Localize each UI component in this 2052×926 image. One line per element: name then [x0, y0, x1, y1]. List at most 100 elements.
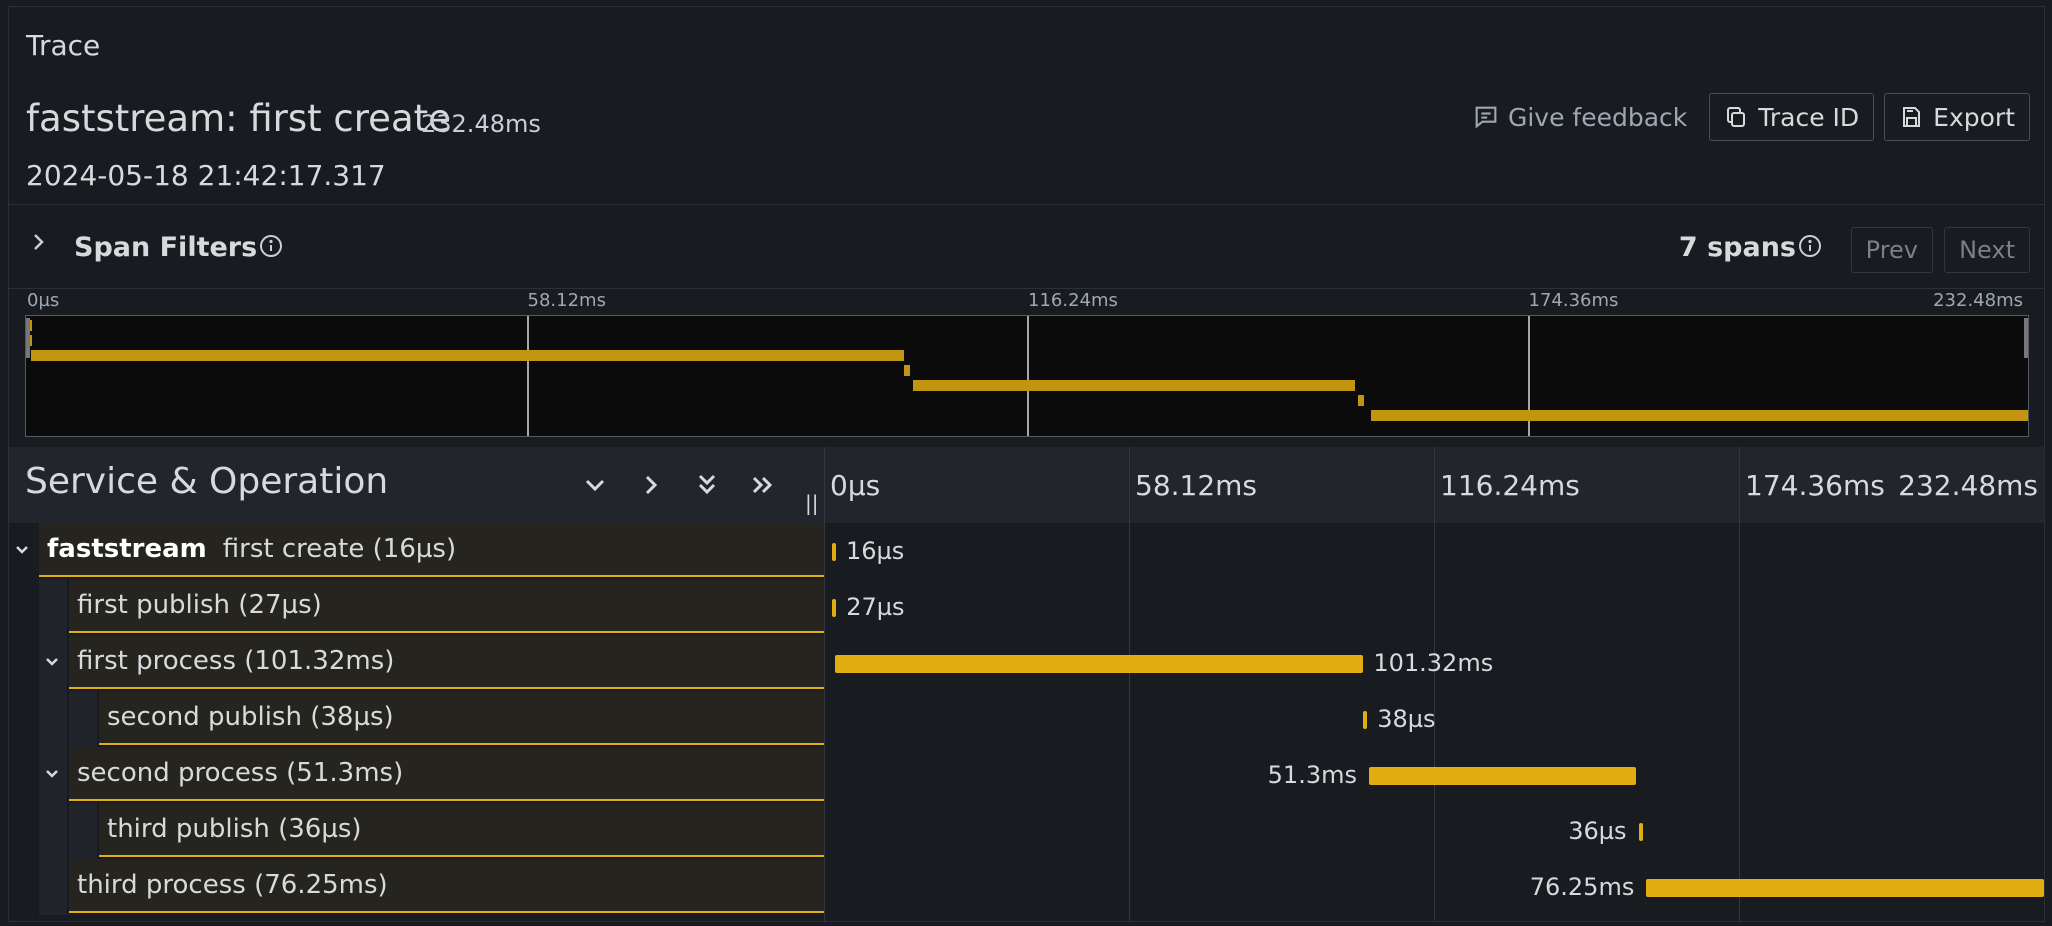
info-circle-icon[interactable] [259, 234, 283, 258]
minimap[interactable] [25, 315, 2029, 437]
minimap-span-bar [1358, 394, 1365, 406]
give-feedback-link[interactable]: Give feedback [1460, 94, 1699, 140]
divider [9, 204, 2044, 205]
span-name[interactable]: first publish (27µs) [69, 579, 824, 633]
minimap-tick-label: 116.24ms [1028, 290, 1118, 311]
span-row[interactable]: second publish (38µs) 38µs [9, 691, 2044, 747]
span-filters-bar: Span Filters 7 spans Prev Next [9, 206, 2044, 288]
span-name[interactable]: second process (51.3ms) [69, 747, 824, 801]
timeline-header: Service & Operation || 0µs 58.12ms 116.24m… [9, 447, 2044, 523]
span-bar[interactable] [1363, 711, 1368, 729]
indent-guide [39, 691, 67, 747]
minimap-tick-label: 232.48ms [1933, 290, 2023, 311]
minimap-span-bar [912, 379, 1355, 391]
indent-guide [69, 691, 97, 747]
span-row[interactable]: faststream first create (16µs) 16µs [9, 523, 2044, 579]
span-row[interactable]: second process (51.3ms) 51.3ms [9, 747, 2044, 803]
span-duration-label: 36µs [1568, 817, 1627, 845]
minimap-tick-label: 174.36ms [1528, 290, 1619, 311]
minimap-range-handle[interactable] [2024, 318, 2028, 358]
minimap-span-bar [903, 364, 910, 376]
span-bar[interactable] [832, 599, 837, 617]
minimap-tick-label: 58.12ms [527, 290, 606, 311]
operation-name: first publish (27µs) [77, 590, 322, 620]
span-bar[interactable] [832, 543, 836, 561]
span-name[interactable]: third publish (36µs) [99, 803, 824, 857]
save-icon [1899, 105, 1923, 129]
minimap-gridline [526, 316, 529, 436]
export-button[interactable]: Export [1884, 93, 2030, 141]
span-name[interactable]: third process (76.25ms) [69, 859, 824, 913]
timeline-tick-label: 58.12ms [1135, 469, 1258, 502]
timeline-gridline [1129, 447, 1130, 921]
span-row[interactable]: first process (101.32ms) 101.32ms [9, 635, 2044, 691]
service-operation-title: Service & Operation [25, 461, 389, 502]
header-actions: Give feedback Trace ID Export [1460, 93, 2030, 141]
indent-guide [69, 803, 97, 859]
chevron-down-icon[interactable] [575, 465, 615, 505]
copy-icon [1724, 105, 1748, 129]
minimap-gridline [1027, 316, 1029, 436]
timeline-gridline [1434, 447, 1435, 921]
operation-name: third publish (36µs) [107, 814, 362, 844]
span-duration-label: 76.25ms [1529, 873, 1635, 901]
span-bar[interactable] [1368, 767, 1637, 785]
minimap-span-bar [31, 349, 904, 361]
span-duration-label: 101.32ms [1373, 649, 1494, 677]
timeline-gridline [1739, 447, 1740, 921]
trace-panel: Trace faststream: first create 232.48ms … [8, 6, 2045, 922]
chevron-right-icon[interactable] [631, 465, 671, 505]
operation-name: first process (101.32ms) [77, 646, 395, 676]
span-bar[interactable] [835, 655, 1364, 673]
export-label: Export [1933, 102, 2015, 132]
minimap-tick-label: 0µs [27, 290, 60, 311]
trace-id-label: Trace ID [1758, 102, 1860, 132]
span-row[interactable]: third publish (36µs) 36µs [9, 803, 2044, 859]
span-name[interactable]: second publish (38µs) [99, 691, 824, 745]
info-circle-icon[interactable] [1798, 234, 1822, 258]
chevron-down-icon[interactable] [9, 535, 35, 565]
comment-icon [1472, 103, 1500, 131]
operation-name: second publish (38µs) [107, 702, 394, 732]
span-name[interactable]: first process (101.32ms) [69, 635, 824, 689]
timeline-gridline [824, 447, 825, 921]
span-row[interactable]: third process (76.25ms) 76.25ms [9, 859, 2044, 915]
chevron-down-icon[interactable] [39, 647, 65, 677]
indent-guide [39, 859, 67, 915]
indent-guide [39, 803, 67, 859]
span-filters-toggle[interactable]: Span Filters [74, 232, 258, 263]
span-duration-label: 38µs [1377, 705, 1436, 733]
minimap-ticks: 0µs 58.12ms 116.24ms 174.36ms 232.48ms [9, 290, 2044, 316]
timeline-tick-label: 0µs [830, 469, 881, 502]
span-bar[interactable] [1638, 823, 1643, 841]
minimap-span-bar [1371, 409, 2028, 421]
span-duration-label: 16µs [846, 537, 905, 565]
timeline-tick-label: 232.48ms [1898, 469, 2038, 502]
trace-duration: 232.48ms [421, 110, 541, 138]
span-duration-label: 51.3ms [1267, 761, 1357, 789]
span-duration-label: 27µs [846, 593, 905, 621]
operation-name: third process (76.25ms) [77, 870, 388, 900]
trace-id-button[interactable]: Trace ID [1709, 93, 1875, 141]
chevron-down-icon[interactable] [39, 759, 65, 789]
minimap-gridline [1527, 316, 1530, 436]
timeline-tick-label: 116.24ms [1440, 469, 1580, 502]
minimap-range-handle[interactable] [26, 318, 30, 358]
trace-start-time: 2024-05-18 21:42:17.317 [26, 159, 386, 192]
chevron-right-icon[interactable] [31, 230, 47, 254]
double-chevron-right-icon[interactable] [743, 465, 783, 505]
span-row[interactable]: first publish (27µs) 27µs [9, 579, 2044, 635]
operation-name: first create (16µs) [222, 534, 457, 564]
service-name: faststream [47, 534, 207, 564]
divider [9, 288, 2044, 289]
span-name[interactable]: faststream first create (16µs) [39, 523, 824, 577]
span-bar[interactable] [1646, 879, 2044, 897]
operation-name: second process (51.3ms) [77, 758, 404, 788]
next-button[interactable]: Next [1944, 227, 2030, 273]
span-count: 7 spans [1678, 232, 1796, 263]
column-resize-handle[interactable]: || [805, 491, 819, 515]
prev-button[interactable]: Prev [1850, 227, 1933, 273]
give-feedback-label: Give feedback [1507, 102, 1688, 132]
panel-title: Trace [26, 29, 101, 62]
double-chevron-down-icon[interactable] [687, 465, 727, 505]
